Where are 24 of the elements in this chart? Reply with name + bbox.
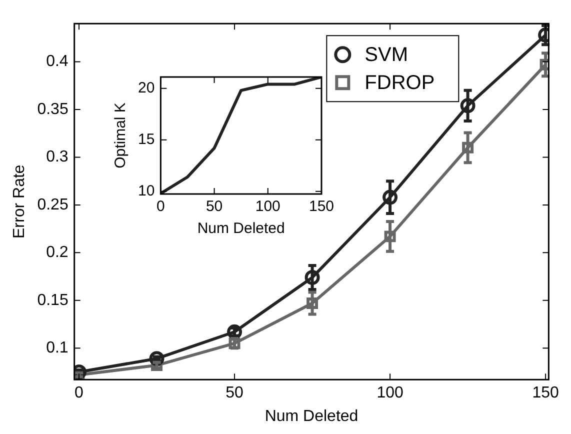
- x-tick-label: 100: [255, 198, 280, 216]
- x-axis-title: Num Deleted: [197, 220, 285, 238]
- x-tick-label: 0: [156, 198, 165, 216]
- x-tick-label: 50: [206, 198, 223, 216]
- x-tick-label: 0: [74, 384, 84, 402]
- legend-label: FDROP: [364, 72, 435, 94]
- x-axis-title: Num Deleted: [264, 408, 358, 425]
- y-axis-title: Optimal K: [112, 102, 130, 168]
- y-tick-label: 15: [138, 131, 155, 148]
- x-tick-label: 150: [532, 384, 560, 402]
- y-tick-label: 0.1: [46, 340, 68, 357]
- legend-label: SVM: [364, 44, 408, 66]
- x-tick-label: 50: [226, 384, 244, 402]
- y-tick-label: 0.25: [37, 196, 68, 214]
- y-tick-label: 0.4: [46, 53, 68, 70]
- y-axis-title: Error Rate: [11, 164, 28, 238]
- y-tick-label: 0.35: [37, 100, 68, 118]
- y-tick-label: 10: [138, 182, 155, 200]
- y-tick-label: 0.2: [46, 244, 68, 262]
- x-tick-label: 100: [376, 384, 404, 402]
- y-tick-label: 20: [138, 79, 155, 96]
- x-tick-label: 150: [308, 198, 334, 216]
- y-tick-label: 0.3: [46, 148, 68, 166]
- y-tick-label: 0.15: [37, 292, 68, 309]
